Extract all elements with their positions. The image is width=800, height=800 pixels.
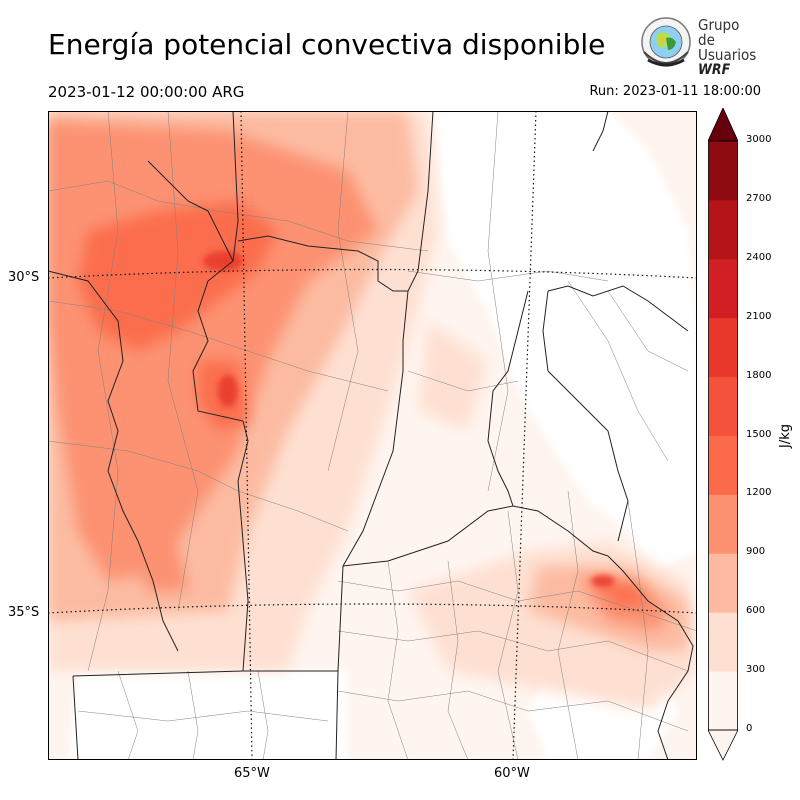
lon-65-line <box>240 111 253 760</box>
logo-text: Grupo de Usuarios WRF <box>698 18 758 78</box>
map-title: Energía potencial convectiva disponible <box>48 28 606 61</box>
coastline <box>607 555 694 760</box>
santa-fe-south-border <box>342 505 514 567</box>
department-boundaries <box>48 111 697 760</box>
valid-time: 2023-01-12 00:00:00 ARG <box>48 83 245 101</box>
corrientes-border <box>547 285 689 332</box>
colorbar <box>708 108 738 761</box>
colorbar-tick-label: 2700 <box>746 192 772 204</box>
entre-rios-east-border <box>542 290 629 542</box>
colorbar-bands <box>708 141 738 731</box>
colorbar-tick-label: 1800 <box>746 369 772 381</box>
colorbar-band <box>708 435 738 495</box>
lon-label-60w: 60°W <box>494 766 530 781</box>
lat-label-30s: 30°S <box>8 270 40 285</box>
santa-fe-west-border <box>342 111 434 567</box>
la-pampa-west-border <box>72 675 79 760</box>
entre-rios-south <box>512 505 609 557</box>
colorbar-tick-label: 600 <box>746 605 766 617</box>
province-boundaries <box>48 111 694 760</box>
colorbar-tick-label: 3000 <box>746 134 772 145</box>
lat-35-line <box>48 603 697 614</box>
colorbar-extend-bottom <box>708 729 738 761</box>
colorbar-extend-top <box>708 108 738 142</box>
colorbar-tick-label: 0 <box>746 723 753 734</box>
colorbar-band <box>708 612 738 672</box>
cordoba-west-border <box>192 111 249 672</box>
logo-line-3: WRF <box>698 62 731 78</box>
lat-30-line <box>48 268 697 279</box>
logo-line-1: Grupo de <box>698 16 740 49</box>
colorbar-tick-label: 2400 <box>746 251 772 263</box>
logo-line-2: Usuarios <box>698 46 757 64</box>
colorbar-band <box>708 494 738 554</box>
santiago-north-border <box>237 235 408 292</box>
parana-river <box>487 290 529 507</box>
colorbar-tick-label: 1500 <box>746 428 772 440</box>
la-pampa-north-border <box>72 670 338 677</box>
colorbar-tick-label: 300 <box>746 664 766 676</box>
colorbar-tick-label: 900 <box>746 546 766 558</box>
colorbar-band <box>708 258 738 319</box>
cape-level-1200 <box>78 201 648 606</box>
colorbar-band <box>708 376 738 436</box>
colorbar-tick-label: 2100 <box>746 310 772 322</box>
chaco-north-border <box>433 111 609 152</box>
colorbar-band <box>708 553 738 613</box>
colorbar-band <box>708 317 738 378</box>
colorbar-tick-label: 1200 <box>746 487 772 499</box>
run-time: Run: 2023-01-11 18:00:00 <box>589 84 761 99</box>
colorbar-band <box>708 199 738 260</box>
wrf-logo: Grupo de Usuarios WRF <box>638 16 758 78</box>
colorbar-unit: J/kg <box>778 424 793 448</box>
la-rioja-sanjuan-border <box>48 270 179 652</box>
lon-60-line <box>512 111 537 760</box>
catamarca-border <box>147 160 234 262</box>
graticule <box>48 111 697 760</box>
colorbar-frame <box>708 140 738 731</box>
cape-map <box>48 111 697 760</box>
colorbar-band <box>708 671 738 731</box>
globe-icon <box>641 17 691 67</box>
colorbar-band <box>708 141 738 201</box>
cape-level-1500 <box>203 251 615 587</box>
lon-label-65w: 65°W <box>234 766 270 781</box>
map-frame <box>48 111 697 760</box>
lat-label-35s: 35°S <box>8 605 40 620</box>
